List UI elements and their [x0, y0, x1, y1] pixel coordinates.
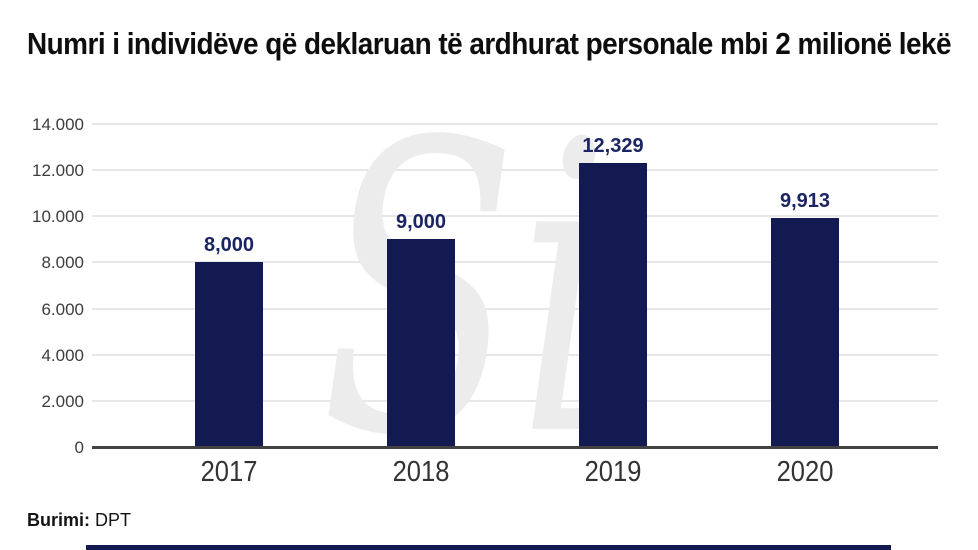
y-axis-tick-label: 10.000 — [32, 207, 84, 226]
chart-title: Numri i individëve që deklaruan të ardhu… — [27, 26, 952, 61]
bar-value-label: 12,329 — [582, 135, 644, 157]
bar-2017 — [195, 262, 263, 447]
y-gridline — [92, 215, 938, 217]
y-gridline — [92, 400, 938, 402]
y-gridline — [92, 169, 938, 171]
y-axis-tick-label: 14.000 — [32, 115, 84, 134]
y-axis-tick-label: 8.000 — [41, 253, 84, 272]
y-axis-tick-label: 6.000 — [41, 300, 84, 319]
bar-2020 — [771, 218, 839, 447]
x-axis-baseline — [92, 446, 938, 449]
y-gridline — [92, 123, 938, 125]
source-note: Burimi: DPT — [27, 510, 131, 531]
x-axis-tick-label: 2020 — [776, 456, 834, 488]
y-axis-tick-label: 2.000 — [41, 392, 84, 411]
station-logo-watermark: Si — [320, 59, 610, 524]
brand-footer-bar — [86, 545, 891, 550]
bar-2018 — [387, 239, 455, 447]
bar-value-label: 9,913 — [779, 190, 831, 212]
x-axis-tick-label: 2017 — [200, 456, 258, 488]
source-label: Burimi: — [27, 510, 90, 530]
y-axis-tick-label: 4.000 — [41, 346, 84, 365]
bar-value-label: 9,000 — [395, 211, 447, 233]
y-gridline — [92, 261, 938, 263]
bar-2019 — [579, 163, 647, 447]
source-value: DPT — [95, 510, 131, 530]
y-gridline — [92, 308, 938, 310]
x-axis-tick-label: 2019 — [584, 456, 642, 488]
y-gridline — [92, 354, 938, 356]
bar-value-label: 8,000 — [203, 234, 255, 256]
x-axis-tick-label: 2018 — [392, 456, 450, 488]
y-axis-tick-label: 0 — [74, 438, 84, 457]
y-axis-tick-label: 12.000 — [32, 161, 84, 180]
